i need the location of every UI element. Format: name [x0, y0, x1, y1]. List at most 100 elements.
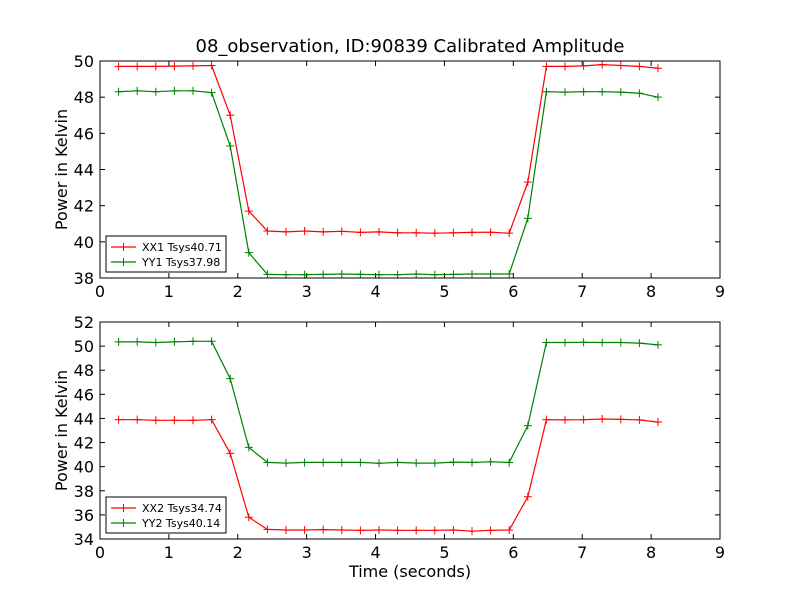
data-point [393, 526, 402, 535]
data-point [189, 86, 197, 95]
data-point [635, 89, 644, 98]
data-point [449, 458, 458, 467]
data-point [356, 526, 365, 535]
legend-box [105, 235, 227, 273]
data-point [300, 525, 309, 534]
x-axis-label: Time (seconds) [348, 562, 471, 581]
data-point [412, 459, 421, 468]
subplot-1: 0 1 2 3 4 5 6 7 8 9 38 40 42 44 46 48 50 Power in Kelvin X… [52, 52, 725, 301]
legend-entry-label: XX2 Tsys34.74 [142, 502, 222, 515]
y-tick-label: 34 [74, 530, 94, 549]
x-tick-label: 3 [302, 543, 312, 562]
legend-entry-label: YY1 Tsys37.98 [141, 256, 220, 269]
data-point [263, 458, 272, 467]
legend-entry-label: YY2 Tsys40.14 [141, 517, 220, 530]
data-point [319, 270, 328, 279]
y-axis-label: Power in Kelvin [52, 109, 71, 230]
y-tick-label: 48 [74, 88, 94, 107]
data-point [170, 62, 179, 71]
legend-swatch-marker [119, 258, 128, 266]
data-point [133, 62, 142, 71]
data-point [114, 415, 123, 424]
data-point [189, 337, 197, 346]
data-point [598, 338, 607, 347]
data-point [523, 178, 532, 187]
legend-swatch-marker [119, 504, 128, 512]
data-point [430, 229, 439, 238]
x-tick-label: 5 [439, 543, 449, 562]
y-tick-label: 48 [74, 361, 94, 380]
x-tick-label: 2 [233, 543, 243, 562]
data-point [542, 415, 551, 424]
y-tick-label: 44 [74, 161, 94, 180]
data-point [151, 338, 160, 347]
data-point [579, 87, 588, 96]
data-point [189, 416, 197, 425]
data-point [393, 458, 402, 467]
data-point [505, 525, 514, 534]
y-tick-label: 38 [74, 269, 94, 288]
data-point [393, 270, 402, 279]
data-point [114, 337, 123, 346]
data-point [375, 459, 383, 468]
data-point [542, 62, 551, 71]
data-point [319, 525, 328, 534]
data-point [170, 337, 179, 346]
legend: XX1 Tsys40.71 YY1 Tsys37.98 [105, 235, 227, 273]
data-point [375, 525, 383, 534]
data-point [263, 270, 272, 279]
data-point [151, 87, 160, 96]
data-point [449, 270, 458, 279]
data-point [375, 270, 383, 279]
y-tick-label: 40 [74, 233, 94, 252]
y-tick-label: 40 [74, 458, 94, 477]
data-point [468, 270, 476, 279]
data-point [542, 87, 551, 96]
data-point [412, 526, 421, 535]
data-point [263, 525, 272, 534]
data-point [300, 270, 309, 279]
data-point [523, 492, 532, 501]
data-point [226, 374, 235, 383]
data-point [244, 443, 253, 452]
data-point [542, 338, 551, 347]
data-point [449, 228, 458, 237]
data-point [616, 338, 625, 347]
data-point [151, 62, 160, 71]
data-point [170, 86, 179, 95]
data-point [189, 61, 197, 70]
data-point [114, 62, 123, 71]
data-point [356, 270, 365, 279]
data-point [282, 227, 290, 236]
y-tick-label: 52 [74, 313, 94, 332]
data-point [523, 214, 532, 223]
x-tick-label: 0 [95, 282, 105, 301]
x-tick-label: 1 [164, 282, 174, 301]
data-point [356, 458, 365, 467]
data-point [635, 339, 644, 348]
data-point [579, 338, 588, 347]
data-point [654, 64, 662, 73]
data-point [226, 111, 235, 120]
data-point [430, 459, 439, 468]
legend-box [105, 496, 227, 534]
data-point [133, 337, 142, 346]
x-tick-label: 2 [233, 282, 243, 301]
x-tick-label: 9 [715, 543, 725, 562]
y-tick-label: 42 [74, 434, 94, 453]
data-point [393, 228, 402, 237]
y-tick-label: 42 [74, 197, 94, 216]
data-point [319, 227, 328, 236]
figure-title: 08_observation, ID:90839 Calibrated Ampl… [196, 36, 625, 57]
data-point [654, 93, 662, 102]
data-point [412, 270, 421, 279]
data-point [505, 270, 514, 279]
data-point [207, 337, 216, 346]
data-point [337, 270, 346, 279]
y-tick-label: 38 [74, 482, 94, 501]
data-point [616, 88, 625, 97]
data-point [207, 88, 216, 97]
data-point [561, 415, 569, 424]
data-point [486, 457, 495, 466]
